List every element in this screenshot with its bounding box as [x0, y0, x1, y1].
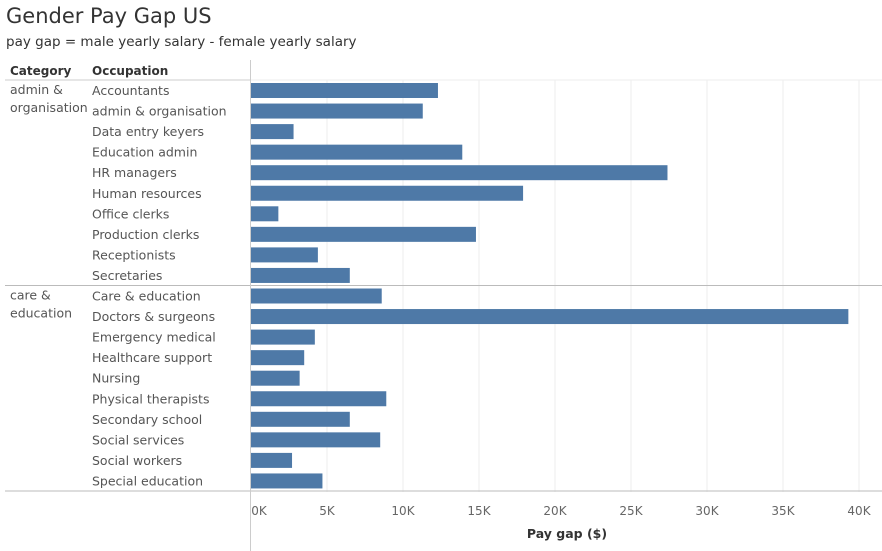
occupation-label: HR managers [92, 165, 177, 180]
bar [251, 370, 300, 386]
occupation-label: Office clerks [92, 206, 169, 221]
occupation-label: Healthcare support [92, 350, 212, 365]
bar [251, 144, 463, 160]
category-label: care & [10, 288, 51, 303]
category-label: organisation [10, 100, 88, 115]
bar [251, 350, 305, 366]
occupation-label: admin & organisation [92, 104, 227, 119]
occupation-label: Physical therapists [92, 391, 209, 406]
bar [251, 309, 849, 325]
bar [251, 124, 294, 140]
occupation-column-header: Occupation [92, 64, 169, 78]
occupation-label: Special education [92, 473, 203, 488]
bar [251, 206, 279, 222]
bar [251, 452, 293, 468]
category-label: education [10, 306, 72, 321]
x-tick-label: 20K [543, 504, 567, 518]
bar [251, 185, 524, 201]
x-tick-label: 5K [319, 504, 336, 518]
category-column-header: Category [10, 64, 72, 78]
bar [251, 267, 350, 283]
occupation-label: Human resources [92, 186, 202, 201]
chart-subtitle: pay gap = male yearly salary - female ye… [6, 34, 357, 50]
bar [251, 391, 387, 407]
bar [251, 83, 438, 98]
bar [251, 165, 668, 181]
x-axis-title: Pay gap ($) [527, 526, 607, 541]
bar [251, 473, 323, 489]
occupation-label: Doctors & surgeons [92, 309, 215, 324]
bar [251, 247, 318, 263]
occupation-label: Accountants [92, 83, 169, 98]
occupation-label: Emergency medical [92, 330, 216, 345]
occupation-label: Data entry keyers [92, 124, 204, 139]
x-tick-label: 40K [847, 504, 871, 518]
occupation-label: Secretaries [92, 268, 162, 283]
x-tick-label: 0K [251, 504, 268, 518]
category-label: admin & [10, 82, 63, 97]
x-tick-label: 15K [467, 504, 491, 518]
occupation-label: Receptionists [92, 247, 176, 262]
x-tick-label: 25K [619, 504, 643, 518]
occupation-label: Production clerks [92, 227, 199, 242]
occupation-label: Social workers [92, 453, 182, 468]
bar [251, 103, 423, 119]
bar [251, 432, 381, 448]
bar [251, 288, 382, 304]
occupation-label: Care & education [92, 289, 201, 304]
chart-title: Gender Pay Gap US [6, 4, 212, 28]
occupation-label: Social services [92, 432, 184, 447]
x-tick-label: 35K [771, 504, 795, 518]
occupation-label: Secondary school [92, 412, 202, 427]
bar [251, 226, 476, 242]
occupation-label: Education admin [92, 145, 197, 160]
occupation-label: Nursing [92, 371, 140, 386]
x-tick-label: 10K [391, 504, 415, 518]
x-tick-label: 30K [695, 504, 719, 518]
bar [251, 411, 350, 427]
bar [251, 329, 315, 345]
